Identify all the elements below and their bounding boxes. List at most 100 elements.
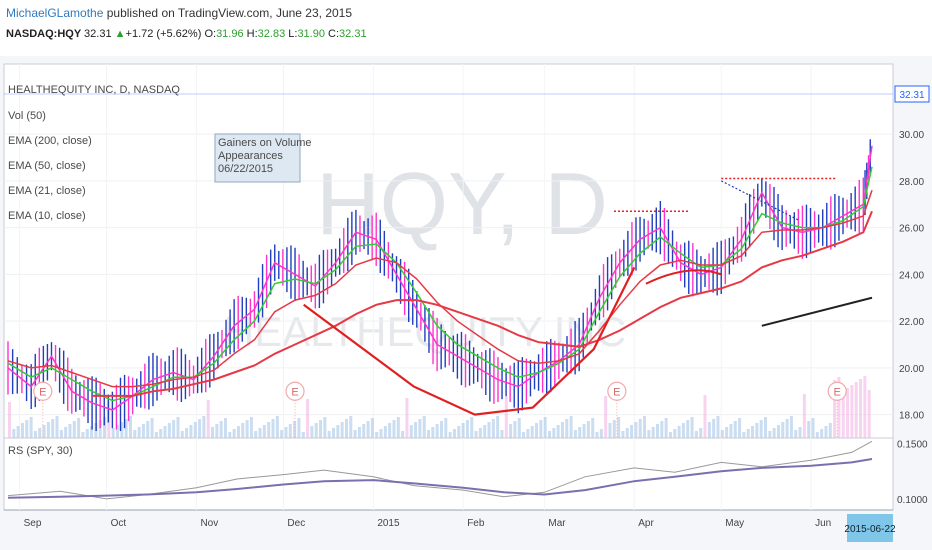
rs-tick-label: 0.1000 [897,495,928,506]
volume-bar [310,426,314,438]
volume-bar [396,417,400,438]
open-label: O: [204,28,217,40]
volume-bar [850,385,854,438]
volume-bar [738,418,742,438]
volume-bar [211,427,215,438]
volume-bar [249,417,253,438]
legend-item-vol[interactable]: Vol (50) [8,110,46,122]
low-label: L: [288,28,298,40]
volume-bar [457,426,461,438]
time-tick-label: Feb [467,518,485,529]
volume-bar [38,428,42,438]
volume-bar [742,432,746,438]
volume-bar [336,425,340,438]
volume-bar [33,431,37,438]
volume-bar [137,427,141,438]
volume-bar [582,424,586,438]
volume-bar [172,420,176,438]
cup-pattern-line [303,266,636,416]
volume-bar [401,431,405,438]
volume-bar [301,432,305,438]
last-price-tag-text: 32.31 [899,90,924,101]
volume-bar [241,423,245,438]
rs-pane [3,437,894,511]
volume-bar [820,429,824,438]
rs-line [7,440,873,500]
volume-bar [638,419,642,438]
volume-bar [236,426,240,438]
close-value: 32.31 [339,28,367,40]
volume-bar [8,402,11,438]
high-value: 32.83 [257,28,286,40]
legend-item-ema200[interactable]: EMA (200, close) [8,135,92,147]
time-axis: Sep Oct Nov Dec 2015 Feb Mar Apr May Jun [24,518,832,529]
volume-bar [789,416,793,438]
date-tag-text: 2015-06-22 [844,524,896,535]
price-tick-label: 20.00 [899,364,924,375]
legend-item-ema10[interactable]: EMA (10, close) [8,210,86,222]
volume-bar [375,432,379,438]
open-value: 31.96 [216,28,244,40]
volume-bar [388,423,392,438]
volume-bar [690,417,694,438]
volume-bar [621,431,625,438]
volume-bar [228,432,232,438]
volume-bar [198,419,202,438]
time-tick-label: May [725,518,744,529]
volume-bar [703,395,707,438]
trend-line [761,296,873,327]
volume-bar [764,417,767,438]
price-tick-label: 18.00 [899,411,924,422]
volume-bar [141,424,145,438]
volume-bar [159,429,163,438]
volume-bar [565,419,569,438]
volume-bar [478,428,482,438]
symbol-label: NASDAQ:HQY [6,28,81,40]
volume-bar [344,419,348,438]
ema200-line [92,210,873,397]
volume-bar [733,421,737,438]
volume-bar [630,425,634,438]
volume-bar [578,427,582,438]
volume-bar [349,416,353,438]
time-tick-label: Nov [200,518,218,529]
rs-tick-label: 0.1500 [897,440,928,451]
volume-bar [617,417,621,438]
volume-bar [314,423,318,438]
volume-bar [353,430,357,438]
volume-bar [530,426,534,438]
volume-bar [465,420,469,438]
volume-bar [483,425,487,438]
author-link[interactable]: MichaelGLamothe [6,6,104,20]
legend-item-ema21[interactable]: EMA (21, close) [8,185,86,197]
annotation-box[interactable] [214,133,301,183]
volume-bar [414,422,418,438]
ema21-line [7,166,873,402]
volume-bar [46,422,50,438]
legend-title: HEALTHEQUITY INC, D, NASDAQ [8,84,180,96]
volume-bar [215,424,219,438]
volume-bar [500,430,504,438]
volume-bar [154,432,158,438]
volume-bar [681,423,685,438]
volume-bar [625,428,629,438]
volume-bar [781,422,785,438]
volume-bar [68,424,72,438]
price-tick-label: 30.00 [899,130,924,141]
volume-bar [202,416,206,438]
volume-bar [841,391,845,438]
earnings-marker-label: E [39,386,46,398]
volume-bar [185,428,189,438]
volume-bar [180,431,184,438]
price-tick-label: 24.00 [899,270,924,281]
legend-item-ema50[interactable]: EMA (50, close) [8,160,86,172]
volume-bar [470,417,474,438]
time-tick-label: Oct [111,518,127,529]
price-tick-label: 22.00 [899,317,924,328]
time-tick-label: Apr [638,518,654,529]
volume-bar [370,418,374,438]
volume-bar [245,420,249,438]
volume-bar [409,425,413,438]
